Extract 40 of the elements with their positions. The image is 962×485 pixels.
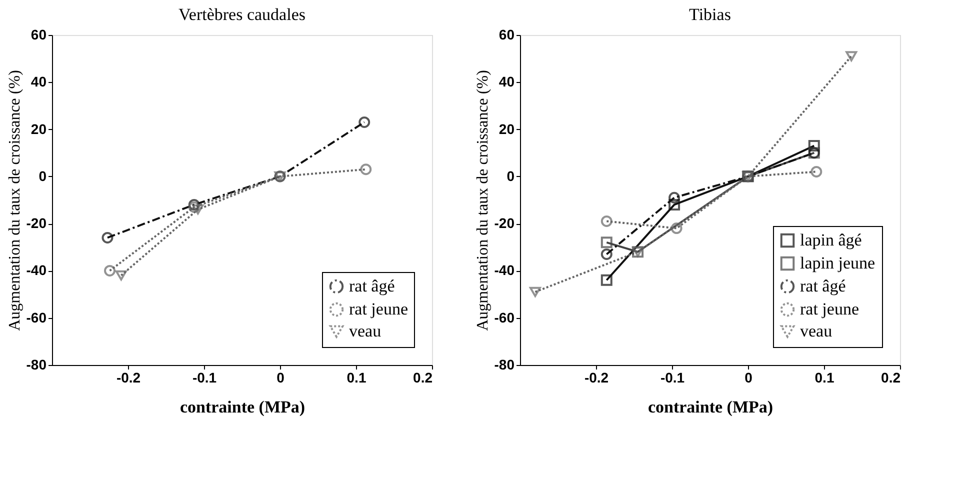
y-tick-label: -40: [494, 262, 515, 278]
legend-label: lapin âgé: [800, 230, 862, 250]
y-tick-label: 0: [506, 168, 515, 184]
legend-label: veau: [349, 322, 382, 340]
legend-label: rat âgé: [800, 276, 846, 296]
x-tick-label: 0.2: [413, 370, 433, 386]
x-tick-label: 0.2: [881, 370, 901, 386]
y-tick-label: -20: [494, 215, 515, 232]
y-tick-label: 20: [30, 120, 47, 137]
x-tick-label: -0.1: [192, 370, 217, 386]
y-axis-title: Augmentation du taux de croissance (%): [474, 70, 492, 331]
x-tick-label: 0.1: [814, 370, 834, 386]
x-tick-label: 0: [744, 370, 753, 386]
chart-title: Tibias: [689, 5, 731, 24]
x-tick-label: 0: [276, 370, 285, 386]
legend-label: rat âgé: [349, 276, 395, 296]
y-tick-label: 0: [38, 168, 47, 184]
x-tick-label: -0.2: [584, 370, 609, 386]
y-tick-label: -40: [26, 262, 47, 278]
legend-label: veau: [800, 322, 833, 340]
chart-title: Vertèbres caudales: [178, 5, 306, 24]
x-tick-label: 0.1: [346, 370, 366, 386]
legend-label: rat jeune: [349, 300, 408, 318]
legend-label: rat jeune: [800, 300, 859, 318]
y-tick-label: -60: [26, 309, 47, 326]
y-tick-label: -80: [494, 356, 515, 372]
legend-label: lapin jeune: [800, 254, 876, 272]
y-axis-title: Augmentation du taux de croissance (%): [6, 70, 24, 331]
y-tick-label: -20: [26, 215, 47, 232]
y-tick-label: -60: [494, 309, 515, 326]
y-tick-label: 20: [498, 120, 515, 137]
x-axis-title: contrainte (MPa): [180, 398, 306, 416]
x-axis-title: contrainte (MPa): [648, 398, 774, 416]
y-tick-label: 60: [30, 26, 47, 42]
y-tick-label: 40: [498, 74, 515, 90]
x-tick-label: -0.2: [116, 370, 141, 386]
y-tick-label: -80: [26, 356, 47, 372]
y-tick-label: 40: [30, 74, 47, 90]
x-tick-label: -0.1: [660, 370, 685, 386]
y-tick-label: 60: [498, 26, 515, 42]
